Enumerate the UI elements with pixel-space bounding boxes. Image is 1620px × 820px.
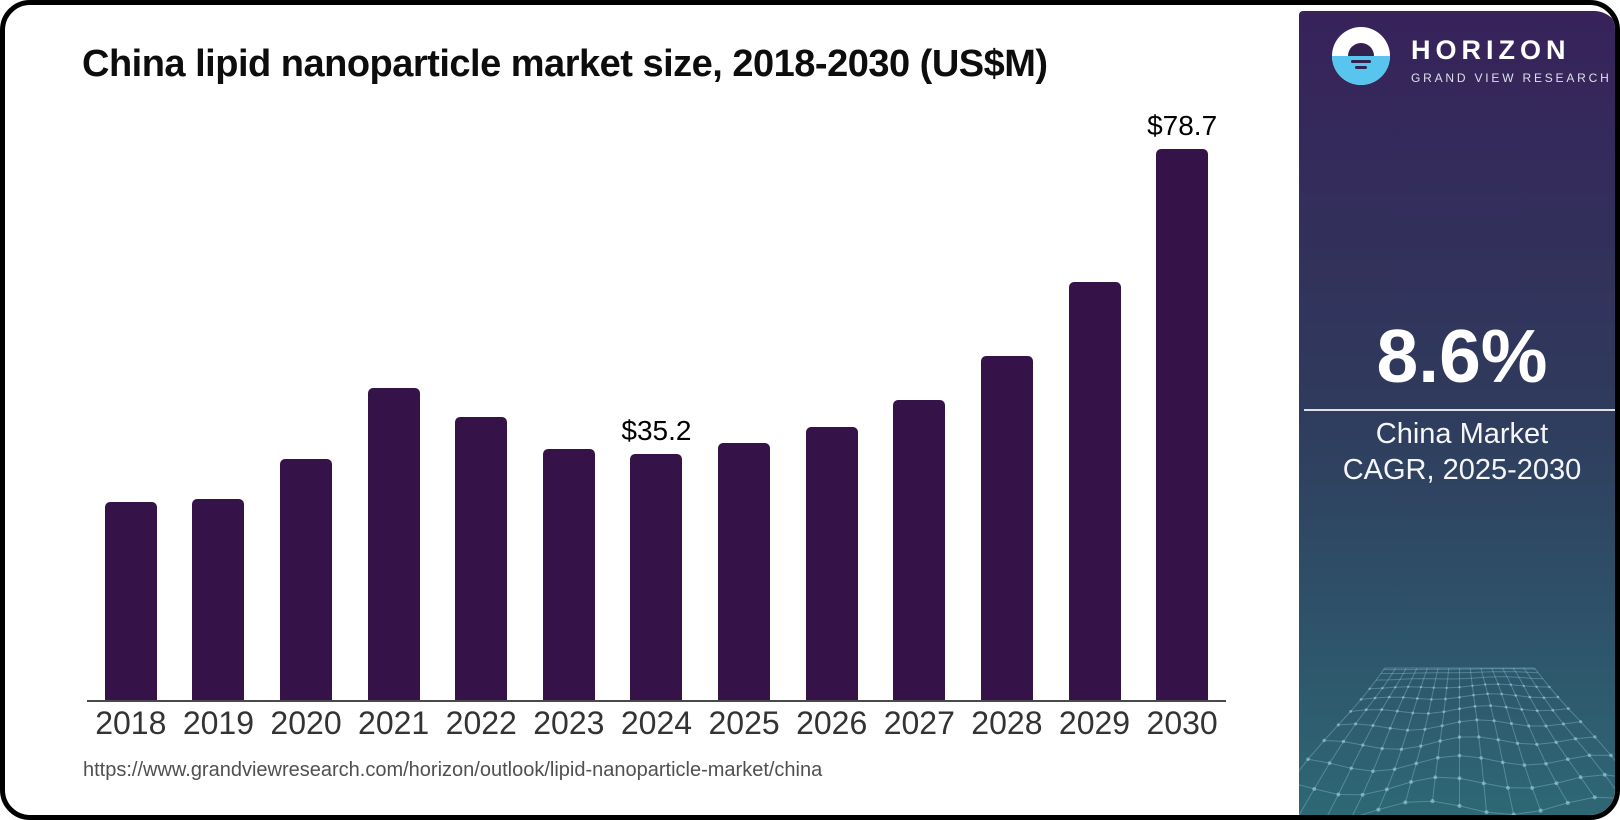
bar-slot-2019 (175, 149, 263, 700)
logo-reflection-line (1351, 60, 1371, 63)
bar-2025 (718, 443, 771, 700)
x-label-2020: 2020 (270, 705, 342, 741)
bar-2022 (455, 417, 508, 700)
x-label-2024: 2024 (620, 705, 693, 741)
bar-2021 (367, 388, 420, 700)
logo-wordmark: HORIZON GRAND VIEW RESEARCH (1411, 35, 1612, 86)
logo-reflection-line (1355, 66, 1367, 69)
value-label-2024: $35.2 (621, 415, 692, 446)
source-url: https://www.grandviewresearch.com/horizo… (83, 759, 823, 781)
bar-slot-2021 (350, 149, 438, 700)
x-label-2030: 2030 (1146, 705, 1218, 741)
bar-slot-2030: $78.7 (1138, 112, 1226, 700)
x-label-2025: 2025 (708, 705, 780, 741)
bar-chart-plot: $35.2 $78.7 (87, 112, 1226, 702)
x-axis-labels: 2018 2019 2020 2021 2022 2023 2024 2025 2026 2027… (87, 706, 1226, 740)
bar-slot-2020 (262, 149, 350, 700)
bar-2024 (630, 454, 683, 700)
bar-2019 (192, 499, 245, 700)
bar-2027 (893, 400, 946, 700)
x-label-2018: 2018 (95, 705, 167, 741)
x-label-2023: 2023 (533, 705, 605, 741)
cagr-label-line1: China Market (1375, 418, 1549, 450)
bar-slot-2018 (87, 149, 175, 700)
cagr-label: China Market CAGR, 2025-2030 (1304, 416, 1615, 488)
bar-slot-2028 (963, 149, 1051, 700)
x-label-2021: 2021 (358, 705, 430, 741)
cagr-label-line2: CAGR, 2025-2030 (1342, 454, 1582, 486)
bar-2023 (542, 449, 595, 700)
x-label-2029: 2029 (1058, 705, 1131, 741)
bar-2018 (104, 502, 157, 700)
bar-slot-2027 (875, 149, 963, 700)
x-label-2026: 2026 (796, 705, 868, 741)
value-label-2030: $78.7 (1147, 110, 1218, 141)
bar-slot-2024: $35.2 (613, 149, 701, 700)
bar-slot-2022 (437, 149, 525, 700)
logo-sun-shape (1348, 43, 1374, 56)
bar-2030 (1156, 149, 1209, 700)
x-label-2027: 2027 (883, 705, 955, 741)
wireframe-mesh (1299, 667, 1615, 815)
bar-slot-2026 (788, 149, 876, 700)
bar-2028 (980, 356, 1033, 700)
chart-title: China lipid nanoparticle market size, 20… (82, 43, 1048, 85)
x-label-2022: 2022 (445, 705, 517, 741)
stat-divider (1304, 409, 1615, 411)
brand-subtitle: GRAND VIEW RESEARCH (1411, 71, 1612, 85)
bar-2026 (805, 427, 858, 700)
brand-sidebar: HORIZON GRAND VIEW RESEARCH 8.6% China M… (1299, 11, 1615, 815)
cagr-value: 8.6% (1376, 314, 1548, 398)
horizon-logo-icon (1332, 27, 1390, 85)
x-label-2019: 2019 (182, 705, 254, 741)
bar-slot-2023 (525, 149, 613, 700)
bar-slot-2029 (1051, 149, 1139, 700)
bar-2029 (1068, 282, 1121, 700)
x-label-2028: 2028 (971, 705, 1043, 741)
bar-2020 (280, 459, 333, 700)
brand-name: HORIZON (1411, 35, 1571, 65)
bar-slot-2025 (700, 149, 788, 700)
